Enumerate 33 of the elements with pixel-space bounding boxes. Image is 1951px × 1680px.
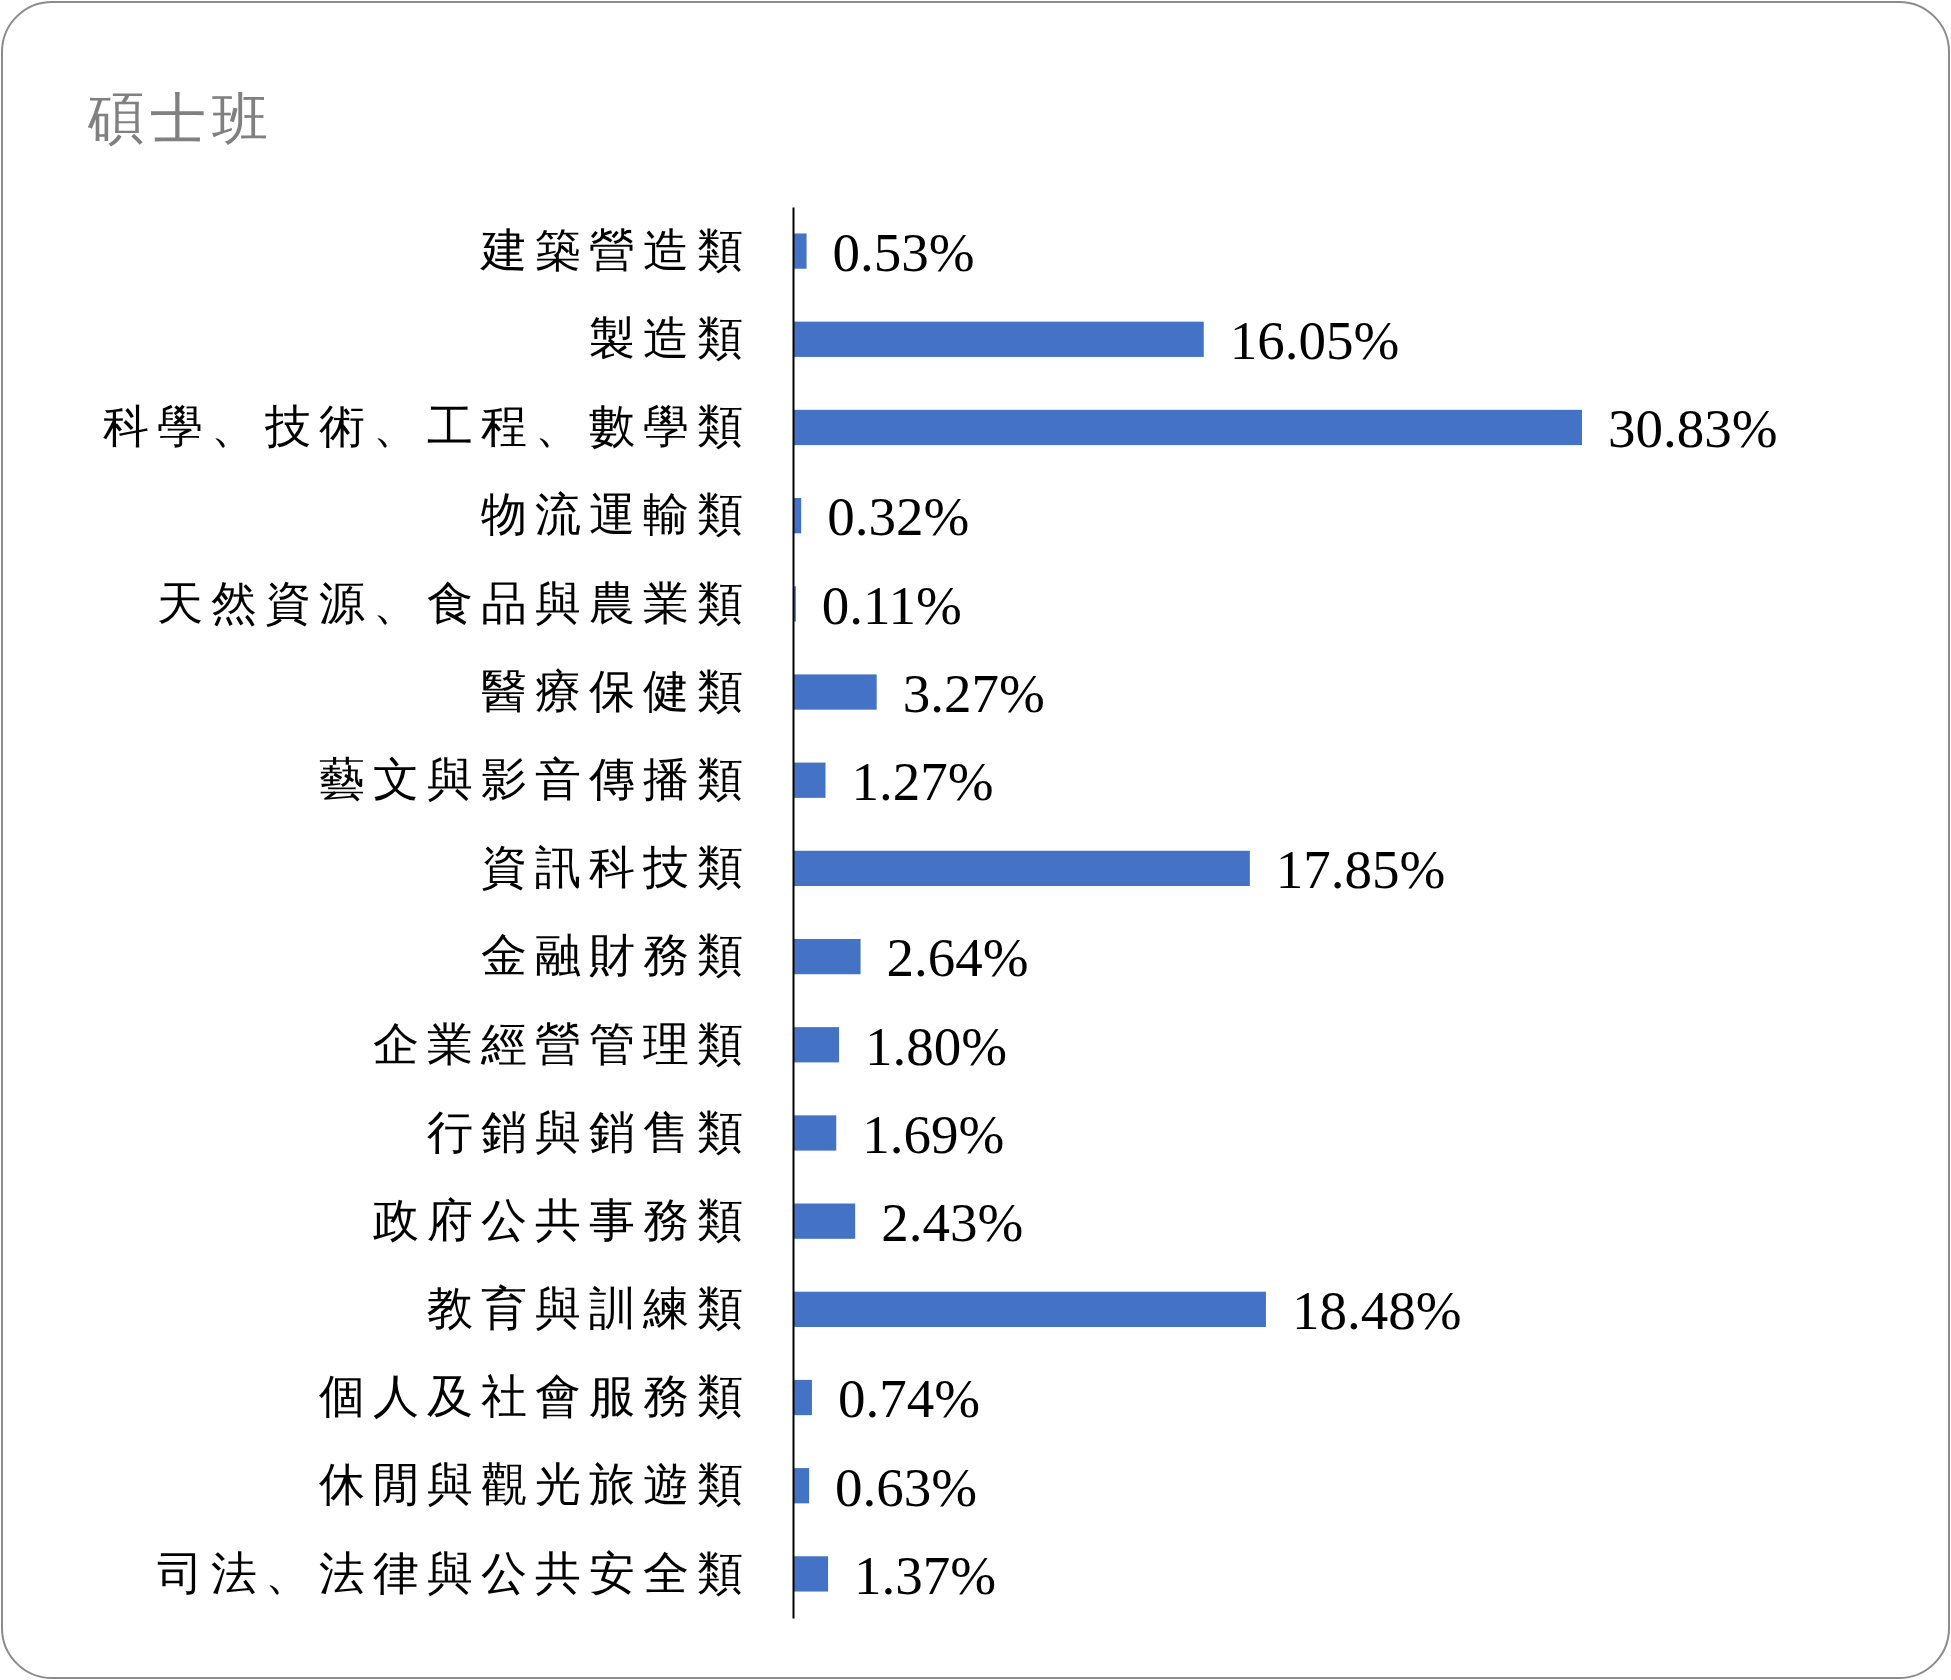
y-tick-label: 藝文與影音傳播類 — [319, 753, 751, 805]
y-tick-label: 科學、技術、工程、數學類 — [103, 401, 751, 453]
data-label: 2.43% — [881, 1191, 1024, 1253]
data-label: 17.85% — [1275, 839, 1446, 901]
data-label: 0.32% — [827, 486, 970, 548]
data-label: 18.48% — [1291, 1280, 1462, 1342]
data-label: 1.27% — [851, 751, 994, 813]
data-label: 1.37% — [854, 1544, 997, 1606]
data-label: 1.69% — [862, 1103, 1005, 1165]
data-label: 3.27% — [902, 662, 1045, 724]
data-label: 0.63% — [835, 1456, 978, 1518]
y-tick-label: 企業經營管理類 — [373, 1018, 751, 1070]
data-label: 0.53% — [832, 221, 975, 283]
y-tick-label: 物流運輸類 — [481, 489, 751, 541]
data-label: 30.83% — [1608, 398, 1778, 460]
y-tick-label: 司法、法律與公共安全類 — [157, 1547, 751, 1599]
y-tick-label: 建築營造類 — [480, 224, 751, 276]
y-tick-label: 休閒與觀光旅遊類 — [319, 1459, 751, 1511]
y-tick-label: 醫療保健類 — [481, 665, 751, 717]
data-label: 2.64% — [886, 927, 1029, 989]
data-label: 0.74% — [837, 1368, 981, 1430]
data-label: 1.80% — [865, 1015, 1008, 1077]
y-tick-label: 政府公共事務類 — [373, 1194, 751, 1246]
y-tick-label: 天然資源、食品與農業類 — [157, 577, 751, 629]
data-label: 0.11% — [821, 574, 962, 636]
y-tick-label: 製造類 — [589, 313, 751, 364]
data-label: 16.05% — [1229, 310, 1400, 372]
y-tick-label: 個人及社會服務類 — [319, 1371, 751, 1423]
y-tick-label: 金融財務類 — [481, 930, 751, 982]
y-tick-label: 資訊科技類 — [481, 842, 751, 894]
y-tick-label: 行銷與銷售類 — [427, 1106, 751, 1158]
y-tick-label: 教育與訓練類 — [427, 1283, 751, 1335]
text: 碩士班 — [87, 88, 274, 150]
